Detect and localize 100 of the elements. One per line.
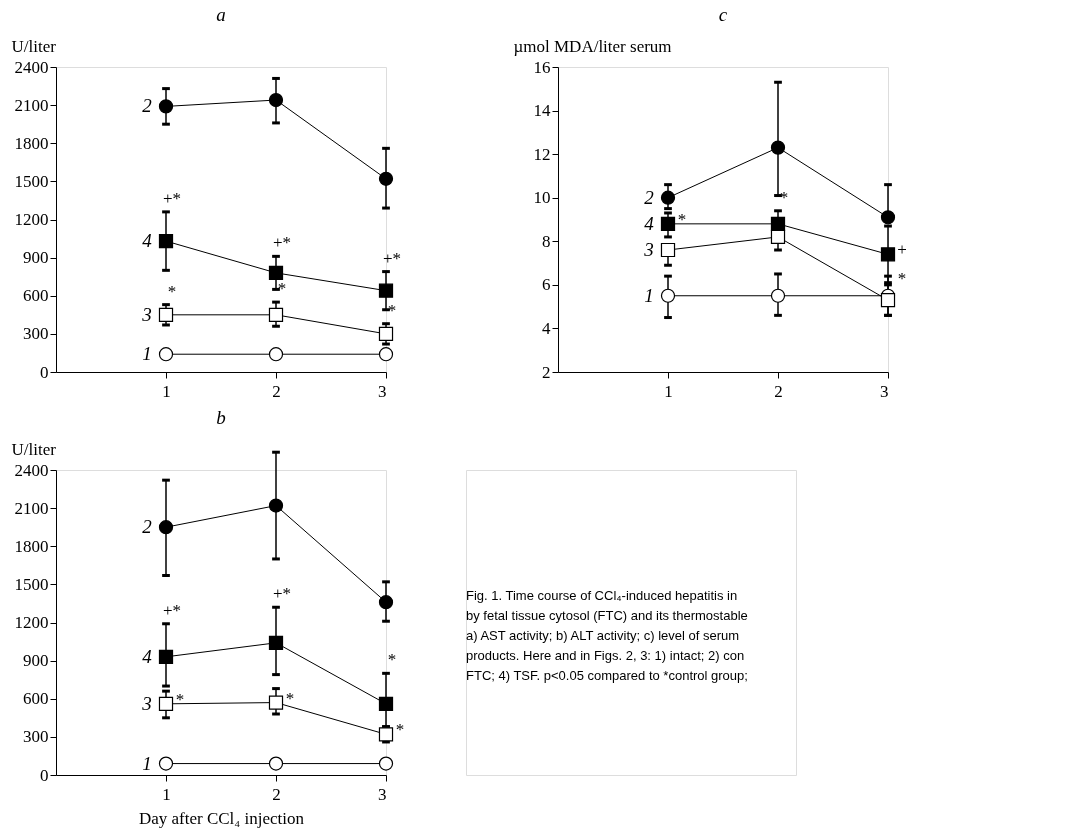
annotation: *	[387, 300, 397, 320]
point	[158, 520, 174, 535]
y-tick-label: 900	[23, 248, 49, 268]
point	[880, 247, 896, 262]
y-tick-label: 0	[40, 765, 49, 785]
point	[770, 229, 786, 245]
point	[378, 171, 394, 186]
annotation: *	[779, 187, 789, 207]
y-tick-label: 14	[533, 101, 551, 121]
series-label: 2	[142, 95, 153, 117]
x-tick-label: 3	[378, 381, 387, 401]
point	[378, 283, 394, 298]
point	[660, 190, 676, 205]
series-label: 3	[643, 239, 654, 260]
x-tick-label: 2	[272, 784, 281, 804]
y-axis-title: U/liter	[11, 439, 57, 459]
y-tick-label: 2400	[14, 460, 49, 480]
point	[158, 233, 174, 249]
y-tick-label: 0	[40, 362, 49, 382]
text: by fetal tissue cytosol (FTC) and its thermostable	[466, 608, 748, 623]
point	[268, 92, 284, 108]
point	[660, 216, 676, 231]
series-label: 2	[142, 516, 153, 538]
y-tick-label: 16	[533, 57, 551, 77]
point	[268, 635, 284, 650]
point	[158, 649, 174, 664]
annotation: *	[167, 281, 177, 301]
y-tick-label: 1800	[14, 536, 49, 556]
y-tick-label: 10	[533, 188, 551, 208]
point	[770, 140, 786, 155]
y-tick-label: 4	[542, 318, 551, 338]
x-tick-label: 1	[162, 784, 171, 804]
text: products. Here and in Figs. 2, 3: 1) intact; 2) con	[466, 648, 745, 663]
x-tick-label: 3	[378, 784, 387, 804]
point	[158, 307, 174, 322]
annotation: *	[285, 688, 295, 708]
series-label: 4	[142, 645, 153, 667]
chart-title: b	[216, 407, 226, 428]
annotation: *	[395, 720, 405, 740]
x-tick-label: 3	[880, 381, 889, 401]
annotation: *	[387, 650, 397, 670]
y-tick-label: 12	[533, 144, 551, 164]
annotation: +*	[162, 600, 182, 620]
series-label: 4	[142, 230, 153, 252]
point	[660, 288, 676, 303]
point	[378, 347, 394, 362]
annotation: +*	[382, 248, 402, 268]
y-tick-label: 600	[23, 689, 49, 709]
point	[268, 756, 284, 771]
point	[268, 265, 284, 280]
series-label: 4	[644, 212, 655, 234]
y-tick-label: 900	[23, 651, 49, 671]
y-tick-label: 1800	[14, 133, 49, 153]
y-tick-label: 300	[23, 324, 49, 344]
point	[378, 595, 394, 610]
y-tick-label: 2100	[14, 95, 49, 115]
x-tick-label: 2	[774, 381, 783, 401]
annotation: *	[677, 209, 687, 229]
caption: Fig. 1. Time course of CCl₄-induced hepatitis in	[466, 588, 738, 603]
point	[880, 210, 896, 225]
point	[268, 307, 284, 322]
y-tick-label: 8	[542, 231, 551, 251]
point	[660, 242, 676, 258]
annotation: +*	[272, 584, 292, 604]
point	[158, 756, 174, 771]
y-axis-title: U/liter	[11, 36, 57, 56]
point	[158, 99, 174, 114]
y-axis-title: µmol MDA/liter serum	[513, 36, 672, 56]
point	[880, 292, 896, 308]
y-tick-label: 1500	[14, 171, 49, 191]
series-label: 1	[142, 752, 152, 774]
text: a) AST activity; b) ALT activity; c) level of serum	[466, 628, 740, 643]
chart-title: c	[718, 4, 728, 25]
y-tick-label: 300	[23, 727, 49, 747]
annotation: *	[897, 268, 907, 288]
annotation: +*	[162, 188, 182, 208]
y-tick-label: 1200	[14, 613, 49, 632]
point	[158, 696, 174, 711]
point	[268, 498, 284, 513]
point	[268, 347, 284, 362]
y-tick-label: 2	[542, 362, 551, 382]
annotation: *	[277, 279, 287, 299]
y-tick-label: 600	[23, 286, 49, 306]
point	[378, 756, 394, 771]
y-tick-label: 1500	[14, 574, 49, 594]
point	[158, 347, 174, 362]
point	[378, 696, 394, 711]
series-label: 3	[141, 692, 152, 714]
x-axis-title: Day after CCl₄ injection	[138, 808, 305, 828]
y-tick-label: 6	[542, 275, 551, 295]
series-label: 1	[644, 284, 654, 306]
point	[268, 695, 284, 710]
series-label: 3	[141, 303, 152, 325]
series-label: 1	[142, 343, 152, 365]
y-tick-label: 2400	[14, 57, 49, 77]
annotation: +	[897, 240, 907, 260]
x-tick-label: 1	[162, 381, 171, 401]
point	[770, 216, 786, 231]
annotation: *	[175, 689, 185, 709]
point	[378, 727, 394, 742]
